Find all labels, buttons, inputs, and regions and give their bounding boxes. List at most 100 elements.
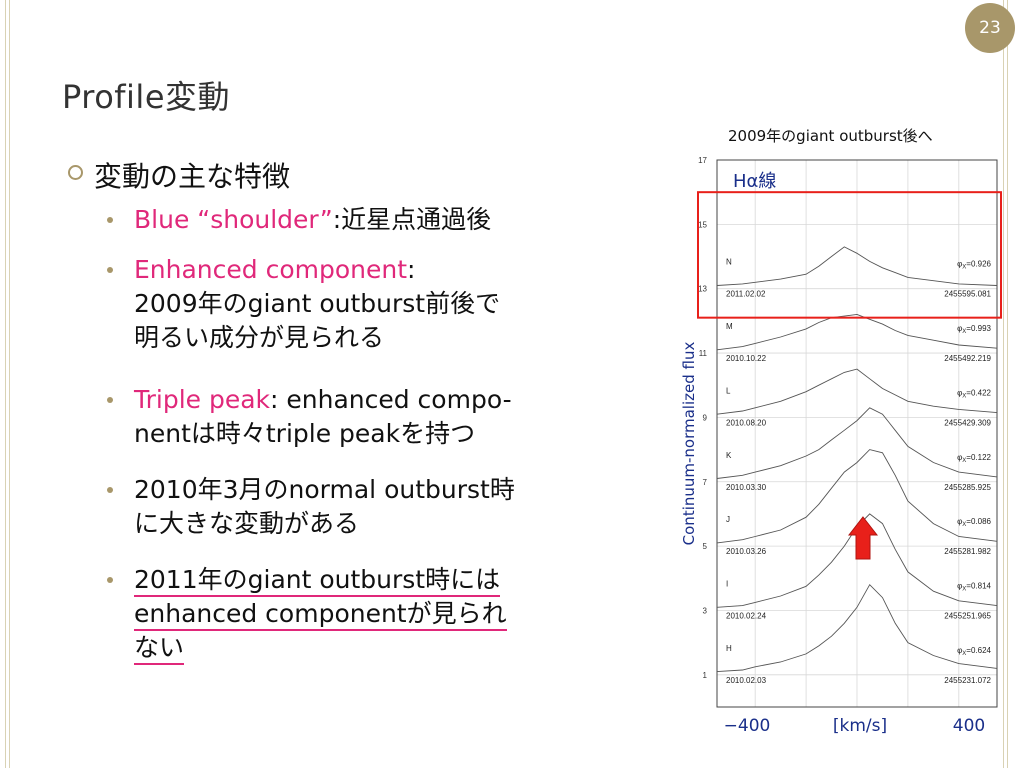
series-phase-label: φX=0.122: [957, 453, 991, 464]
body-text: ない: [134, 633, 185, 662]
phase-symbol: φ: [957, 260, 962, 269]
sub-bullet-line: ない: [134, 631, 654, 665]
left-frame-border: [5, 0, 10, 768]
phase-value: =0.993: [966, 324, 991, 333]
bullet-heading-text: 変動の主な特徴: [94, 160, 291, 193]
series-name-label: N: [726, 258, 732, 267]
phase-subscript: X: [962, 265, 966, 271]
body-text: に大きな変動がある: [134, 509, 360, 538]
plot-frame: [716, 159, 998, 708]
series-phase-label: φX=0.086: [957, 517, 991, 528]
ring-bullet-icon: [68, 165, 83, 180]
body-text: enhanced componentが見られ: [134, 599, 507, 628]
series-jd-label: 2455251.965: [944, 611, 991, 620]
highlight-term: Blue “shoulder”: [134, 205, 333, 234]
series-phase-label: φX=0.926: [957, 260, 991, 271]
y-tick-label: 17: [698, 156, 707, 165]
right-frame-border: [1003, 0, 1008, 768]
series-name-label: K: [726, 451, 732, 460]
phase-subscript: X: [962, 586, 966, 592]
sub-bullet-item: Enhanced component: 2009年のgiant outburst前…: [107, 253, 654, 355]
series-jd-label: 2455595.081: [944, 290, 991, 299]
phase-subscript: X: [962, 329, 966, 335]
series-name-label: J: [726, 515, 730, 524]
series-line-I: [716, 513, 998, 608]
body-text: 2011年のgiant outburst時には: [134, 565, 501, 594]
series-date-label: 2010.03.30: [726, 483, 767, 492]
series-line-H: [716, 583, 998, 673]
slide-title: Profile変動: [62, 78, 231, 116]
body-text: :近星点通過後: [332, 205, 492, 234]
page-number-badge: 23: [965, 3, 1015, 53]
series-name-label: M: [726, 322, 733, 331]
series-date-label: 2010.02.24: [726, 611, 767, 620]
red-up-arrow-icon: [847, 516, 879, 560]
phase-subscript: X: [962, 393, 966, 399]
phase-symbol: φ: [957, 581, 962, 590]
y-tick-label: 7: [703, 478, 708, 487]
body-text: 2010年3月のnormal outburst時: [134, 475, 515, 504]
y-tick-label: 15: [698, 220, 707, 229]
dot-bullet-icon: [107, 577, 113, 583]
series-jd-label: 2455492.219: [944, 354, 991, 363]
series-name-label: H: [726, 644, 732, 653]
phase-subscript: X: [962, 651, 966, 657]
series-jd-label: 2455285.925: [944, 483, 991, 492]
series-date-label: 2010.10.22: [726, 354, 767, 363]
highlight-term: Triple peak: [134, 385, 271, 414]
phase-value: =0.624: [966, 646, 991, 655]
phase-symbol: φ: [957, 646, 962, 655]
y-tick-label: 9: [703, 413, 708, 422]
x-tick-label: 400: [953, 716, 985, 736]
series-date-label: 2010.03.26: [726, 547, 767, 556]
series-phase-label: φX=0.814: [957, 581, 991, 592]
body-text: : enhanced compo-: [270, 385, 512, 414]
sub-bullet-line: Blue “shoulder”:近星点通過後: [134, 203, 654, 237]
series-jd-label: 2455281.982: [944, 547, 991, 556]
series-date-label: 2010.02.03: [726, 676, 767, 685]
series-line-L: [716, 368, 998, 415]
x-tick-label: −400: [724, 716, 771, 736]
series-name-label: I: [726, 579, 728, 588]
sub-bullet-line: 2010年3月のnormal outburst時: [134, 473, 654, 507]
series-date-label: 2010.08.20: [726, 418, 767, 427]
sub-bullet-line: Enhanced component:: [134, 253, 654, 287]
body-text: 明るい成分が見られる: [134, 323, 385, 352]
series-name-label: L: [726, 386, 731, 395]
sub-bullet-line: 明るい成分が見られる: [134, 321, 654, 355]
phase-value: =0.926: [966, 260, 991, 269]
body-text: nentは時々triple peakを持つ: [134, 419, 476, 448]
series-phase-label: φX=0.993: [957, 324, 991, 335]
series-phase-label: φX=0.422: [957, 388, 991, 399]
series-phase-label: φX=0.624: [957, 646, 991, 657]
phase-symbol: φ: [957, 517, 962, 526]
chart-caption: 2009年のgiant outburst後へ: [728, 127, 933, 145]
sub-bullet-line: 2011年のgiant outburst時には: [134, 563, 654, 597]
sub-bullet-line: enhanced componentが見られ: [134, 597, 654, 631]
series-jd-label: 2455231.072: [944, 676, 991, 685]
phase-value: =0.422: [966, 388, 991, 397]
phase-symbol: φ: [957, 388, 962, 397]
sub-bullet-line: に大きな変動がある: [134, 507, 654, 541]
sub-bullet-line: 2009年のgiant outburst前後で: [134, 287, 654, 321]
y-tick-label: 11: [699, 349, 708, 358]
phase-symbol: φ: [957, 453, 962, 462]
series-line-M: [716, 313, 998, 351]
chart-title: Hα線: [733, 171, 776, 192]
series-line-K: [716, 407, 998, 479]
dot-bullet-icon: [107, 267, 113, 273]
highlight-term: Enhanced component: [134, 255, 408, 284]
dot-bullet-icon: [107, 397, 113, 403]
sub-bullet-item: Triple peak: enhanced compo-nentは時々tripl…: [107, 383, 654, 451]
phase-symbol: φ: [957, 324, 962, 333]
x-axis-label: [km/s]: [833, 716, 887, 736]
phase-value: =0.086: [966, 517, 991, 526]
sub-bullet-item: 2010年3月のnormal outburst時 に大きな変動がある: [107, 473, 654, 541]
dot-bullet-icon: [107, 487, 113, 493]
sub-bullet-item: 2011年のgiant outburst時には enhanced componen…: [107, 563, 654, 665]
highlight-box: [697, 191, 1002, 319]
y-axis-label: Continuum-normalized flux: [680, 342, 698, 546]
series-line-N: [716, 246, 998, 286]
sub-bullet-line: Triple peak: enhanced compo-: [134, 383, 654, 417]
